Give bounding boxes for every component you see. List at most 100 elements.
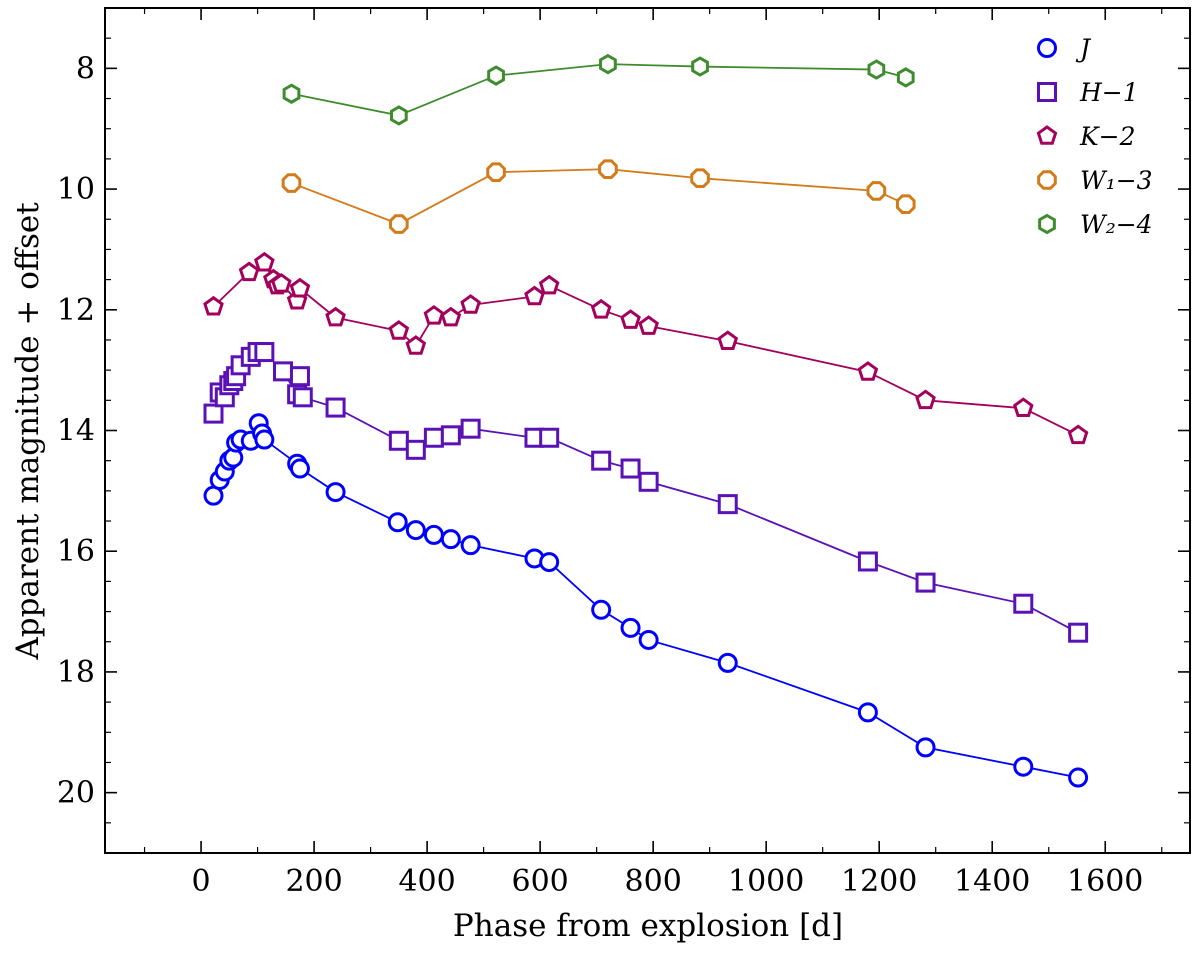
data-point-h xyxy=(440,425,461,446)
axes-group: Phase from explosion [d] Apparent magnit… xyxy=(10,51,1143,944)
data-point-h xyxy=(591,450,612,471)
data-point-j xyxy=(638,629,659,650)
data-point-j xyxy=(387,512,408,533)
data-point-h xyxy=(273,361,294,382)
data-point-j xyxy=(539,552,560,573)
data-point-k xyxy=(270,272,292,293)
data-point-h xyxy=(539,427,560,448)
y-tick-label: 16 xyxy=(57,534,95,569)
x-tick-label: 0 xyxy=(192,864,211,899)
data-point-k xyxy=(717,330,739,350)
legend-label-h: H−1 xyxy=(1079,78,1139,107)
data-point-k xyxy=(289,277,311,298)
data-point-k xyxy=(915,389,936,410)
data-point-j xyxy=(460,535,481,556)
data-point-h xyxy=(423,427,444,448)
data-point-w1 xyxy=(690,168,710,189)
data-point-k xyxy=(620,309,641,329)
data-point-h xyxy=(1068,622,1089,643)
data-point-h xyxy=(203,403,224,424)
data-point-w1 xyxy=(486,162,506,182)
y-tick-label: 12 xyxy=(57,293,95,328)
data-point-h xyxy=(292,387,313,408)
data-point-k xyxy=(857,361,879,381)
data-point-k xyxy=(1067,424,1089,445)
data-point-h xyxy=(388,430,409,451)
data-point-j xyxy=(915,737,936,758)
data-point-h xyxy=(289,366,310,387)
legend-label-k: K−2 xyxy=(1079,122,1136,151)
y-tick-label: 20 xyxy=(57,776,95,811)
y-tick-label: 14 xyxy=(57,414,95,449)
legend-marker-w2 xyxy=(1038,213,1056,235)
series-h xyxy=(203,342,1089,643)
data-point-k xyxy=(388,320,410,340)
data-point-h xyxy=(915,572,936,593)
data-point-j xyxy=(1068,767,1089,788)
data-point-w1 xyxy=(866,181,887,201)
data-point-j xyxy=(325,482,346,503)
series-line-w1 xyxy=(291,168,907,226)
series-w2 xyxy=(282,53,915,126)
legend-marker-j xyxy=(1037,38,1057,58)
data-point-j xyxy=(1013,756,1034,777)
data-point-j xyxy=(440,529,461,550)
data-point-h xyxy=(638,471,659,492)
y-axis-label: Apparent magnitude + offset xyxy=(10,202,46,661)
series-w1 xyxy=(281,159,916,234)
series-line-w2 xyxy=(291,63,906,117)
legend-label-j: J xyxy=(1075,34,1092,63)
data-point-k xyxy=(1012,397,1034,417)
data-point-h xyxy=(325,397,346,418)
data-point-j xyxy=(717,652,738,673)
data-point-k xyxy=(524,285,545,306)
data-point-w1 xyxy=(598,159,618,179)
legend-marker-h xyxy=(1037,82,1057,102)
data-point-h xyxy=(1013,593,1034,614)
data-point-k xyxy=(440,306,462,327)
data-point-w2 xyxy=(599,53,617,75)
x-tick-label: 1200 xyxy=(841,864,917,899)
data-point-h xyxy=(460,418,481,439)
data-point-w2 xyxy=(389,105,408,126)
data-point-j xyxy=(254,429,275,450)
data-point-w2 xyxy=(487,65,505,86)
legend-label-w2: W₂−4 xyxy=(1080,210,1153,239)
x-tick-label: 1400 xyxy=(954,864,1030,899)
data-point-j xyxy=(423,524,444,545)
data-point-k xyxy=(423,304,445,325)
x-tick-label: 800 xyxy=(625,864,682,899)
data-point-k xyxy=(590,298,612,319)
legend-label-w1: W₁−3 xyxy=(1080,166,1153,195)
data-point-j xyxy=(857,702,878,723)
data-point-h xyxy=(405,439,426,460)
x-tick-label: 200 xyxy=(285,864,342,899)
data-point-j xyxy=(620,617,641,638)
y-tick-label: 18 xyxy=(57,655,95,690)
data-point-w2 xyxy=(896,67,915,88)
data-point-w1 xyxy=(895,194,916,214)
data-point-k xyxy=(238,261,260,282)
data-point-j xyxy=(405,520,426,541)
legend-marker-w1 xyxy=(1037,170,1057,190)
data-point-k xyxy=(460,294,481,314)
legend-marker-k xyxy=(1036,125,1058,145)
series-group xyxy=(203,53,1089,788)
x-axis-label: Phase from explosion [d] xyxy=(453,908,843,944)
data-point-k xyxy=(538,274,560,295)
x-tick-label: 600 xyxy=(511,864,568,899)
x-tick-label: 400 xyxy=(398,864,455,899)
data-point-k xyxy=(203,295,224,316)
data-point-j xyxy=(289,458,310,479)
data-point-k xyxy=(254,251,275,272)
y-tick-label: 8 xyxy=(76,51,95,86)
data-point-k xyxy=(638,315,659,335)
data-point-h xyxy=(857,551,878,572)
legend: J H−1 K−2 W₁−3 W₂−4 xyxy=(1036,34,1153,239)
x-tick-label: 1600 xyxy=(1067,864,1143,899)
data-point-w2 xyxy=(867,59,886,80)
data-point-k xyxy=(405,335,427,355)
data-point-j xyxy=(591,599,612,620)
